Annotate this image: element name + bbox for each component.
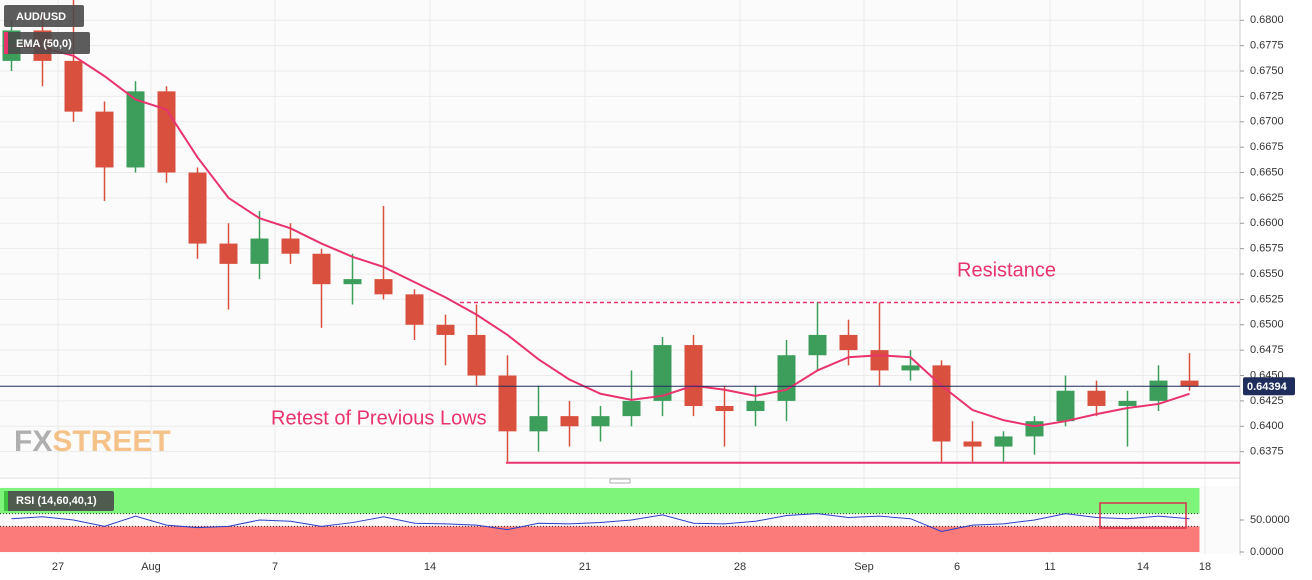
y-tick-label: 0.0000 — [1250, 546, 1284, 558]
legend-entry: EMA (50,0) — [16, 38, 72, 50]
x-tick-label: 27 — [52, 561, 64, 573]
last-price-label: 0.64394 — [1247, 381, 1288, 393]
x-tick-label: 7 — [272, 561, 278, 573]
legend-swatch — [4, 491, 8, 511]
candle-body — [808, 334, 827, 356]
x-tick-label: 21 — [579, 561, 591, 573]
candle-body — [653, 345, 672, 401]
x-tick-label: 6 — [954, 561, 960, 573]
candle-body — [436, 324, 455, 335]
candle-body — [219, 243, 238, 264]
legend-box — [4, 5, 84, 27]
candle-body — [343, 279, 362, 285]
y-tick-label: 0.6375 — [1250, 446, 1284, 458]
y-tick-label: 0.6650 — [1250, 166, 1284, 178]
candle-body — [591, 416, 610, 427]
logo: FXSTREET — [14, 425, 171, 458]
x-tick-label: 28 — [734, 561, 746, 573]
candle-body — [622, 400, 641, 417]
candle-body — [684, 345, 703, 406]
candle-body — [312, 253, 331, 285]
candle-body — [1056, 390, 1075, 422]
y-tick-label: 0.6525 — [1250, 293, 1284, 305]
candle-body — [281, 238, 300, 254]
rsi-lower-zone — [0, 526, 1200, 552]
annotation: Resistance — [957, 259, 1056, 281]
x-tick-label: Aug — [141, 561, 161, 573]
rsi-line — [11, 513, 1190, 533]
candle-body — [901, 365, 920, 371]
candle-body — [560, 416, 579, 427]
candle-body — [1149, 380, 1168, 401]
legend-box — [4, 491, 114, 511]
x-tick-label: 11 — [1044, 561, 1055, 573]
candle-body — [498, 375, 517, 432]
candle-body — [529, 416, 548, 432]
y-tick-label: 0.6700 — [1250, 116, 1284, 128]
candle-body — [1025, 421, 1044, 437]
candle-body — [994, 436, 1013, 447]
y-tick-label: 0.6400 — [1250, 420, 1284, 432]
candle-body — [188, 172, 207, 244]
candle-body — [250, 238, 269, 264]
logo-street: STREET — [52, 425, 170, 458]
x-tick-label: 18 — [1199, 561, 1211, 573]
candle-body — [870, 350, 889, 371]
x-tick-label: 14 — [424, 561, 436, 573]
y-tick-label: 0.6550 — [1250, 268, 1284, 280]
highlight-box — [1099, 502, 1187, 529]
candle-body — [839, 334, 858, 351]
candle-body — [1087, 390, 1106, 406]
candle-body — [932, 365, 951, 442]
y-tick-label: 0.6600 — [1250, 217, 1284, 229]
y-tick-label: 0.6750 — [1250, 65, 1284, 77]
y-tick-label: 0.6775 — [1250, 40, 1284, 52]
candle-body — [467, 334, 486, 376]
candle-body — [715, 405, 734, 412]
legend-box — [4, 32, 90, 54]
legend-entry: RSI (14,60,40,1) — [16, 495, 97, 507]
legend-title: AUD/USD — [16, 11, 66, 23]
rsi-upper-zone — [0, 488, 1200, 514]
y-tick-label: 0.6575 — [1250, 243, 1284, 255]
candle-body — [157, 91, 176, 173]
candle-body — [746, 400, 765, 412]
annotation: Retest of Previous Lows — [271, 407, 487, 429]
y-tick-label: 0.6800 — [1250, 14, 1284, 26]
logo-fx: FX — [14, 425, 52, 458]
y-tick-label: 0.6725 — [1250, 90, 1284, 102]
y-tick-label: 0.6625 — [1250, 192, 1284, 204]
x-tick-label: 14 — [1137, 561, 1149, 573]
y-tick-label: 0.6475 — [1250, 344, 1284, 356]
last-price-box — [1243, 377, 1295, 396]
legend-swatch — [4, 32, 8, 54]
candle-body — [963, 441, 982, 447]
x-tick-label: Sep — [854, 561, 874, 573]
ema-line — [11, 44, 1190, 428]
candle-body — [374, 279, 393, 295]
candle-body — [1118, 400, 1137, 406]
y-tick-label: 0.6500 — [1250, 319, 1284, 331]
y-tick-label: 50.0000 — [1250, 514, 1290, 526]
y-tick-label: 0.6675 — [1250, 141, 1284, 153]
y-tick-label: 0.6425 — [1250, 395, 1284, 407]
candle-body — [64, 60, 83, 112]
candle-body — [1180, 380, 1199, 387]
candle-body — [126, 91, 145, 168]
resize-handle[interactable] — [609, 478, 631, 484]
candle-body — [405, 294, 424, 325]
candle-body — [95, 111, 114, 168]
candle-body — [777, 355, 796, 401]
